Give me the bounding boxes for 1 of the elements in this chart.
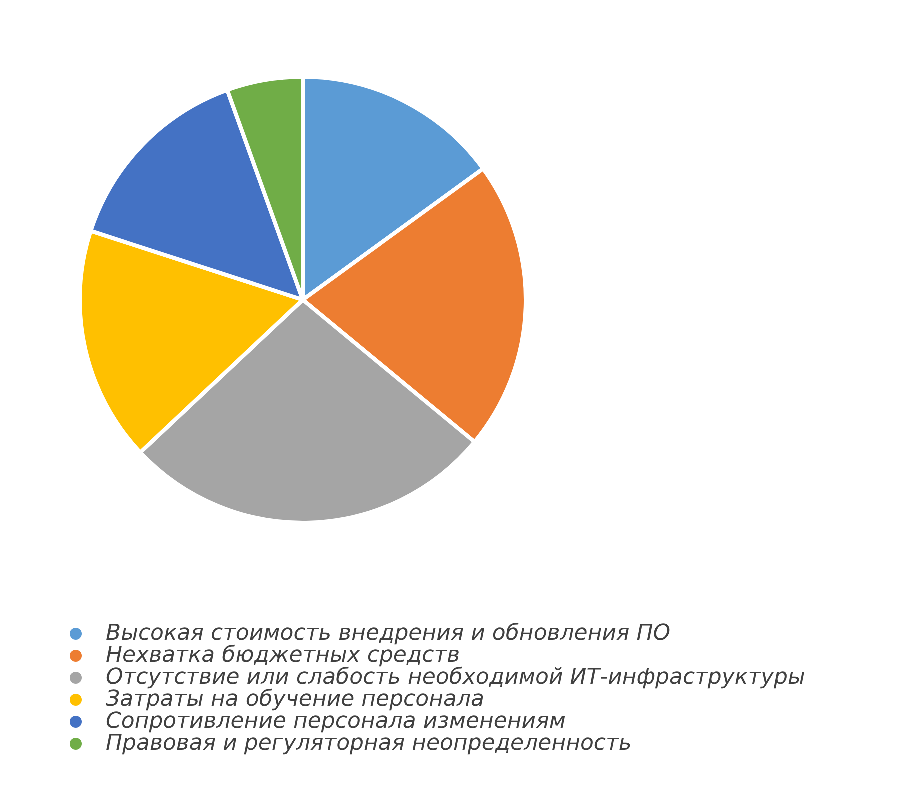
legend-label: Высокая стоимость внедрения и обновления ПО xyxy=(106,621,671,646)
